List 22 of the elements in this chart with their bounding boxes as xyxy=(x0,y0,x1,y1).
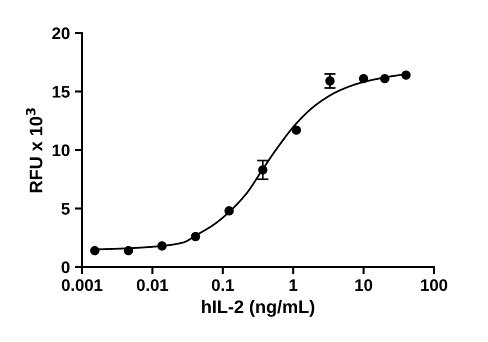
y-axis-title: RFU x 10$^{3}$ xyxy=(26,108,42,192)
point xyxy=(292,125,302,135)
y-tick-label: 15 xyxy=(52,86,70,98)
point xyxy=(358,74,368,84)
point xyxy=(124,246,134,256)
point xyxy=(157,241,167,251)
point xyxy=(190,232,200,242)
point xyxy=(224,206,234,216)
x-axis-title: hIL-2 (ng/mL) xyxy=(202,300,314,317)
y-tick-label: 0 xyxy=(62,261,70,274)
x-tick-label: 100 xyxy=(421,279,448,292)
x-tick-label: 0.01 xyxy=(136,279,168,292)
x-tick-label: 10 xyxy=(355,279,372,292)
point xyxy=(258,165,268,175)
y-tick-label: 10 xyxy=(52,144,70,156)
x-tick-label: 0.1 xyxy=(212,279,234,292)
y-tick-label: 20 xyxy=(52,27,70,40)
x-tick-label: 1 xyxy=(290,279,298,291)
y-tick-label: 5 xyxy=(61,203,70,215)
point xyxy=(90,246,100,256)
x-tick-label: 0.001 xyxy=(62,279,102,292)
point xyxy=(325,76,335,86)
